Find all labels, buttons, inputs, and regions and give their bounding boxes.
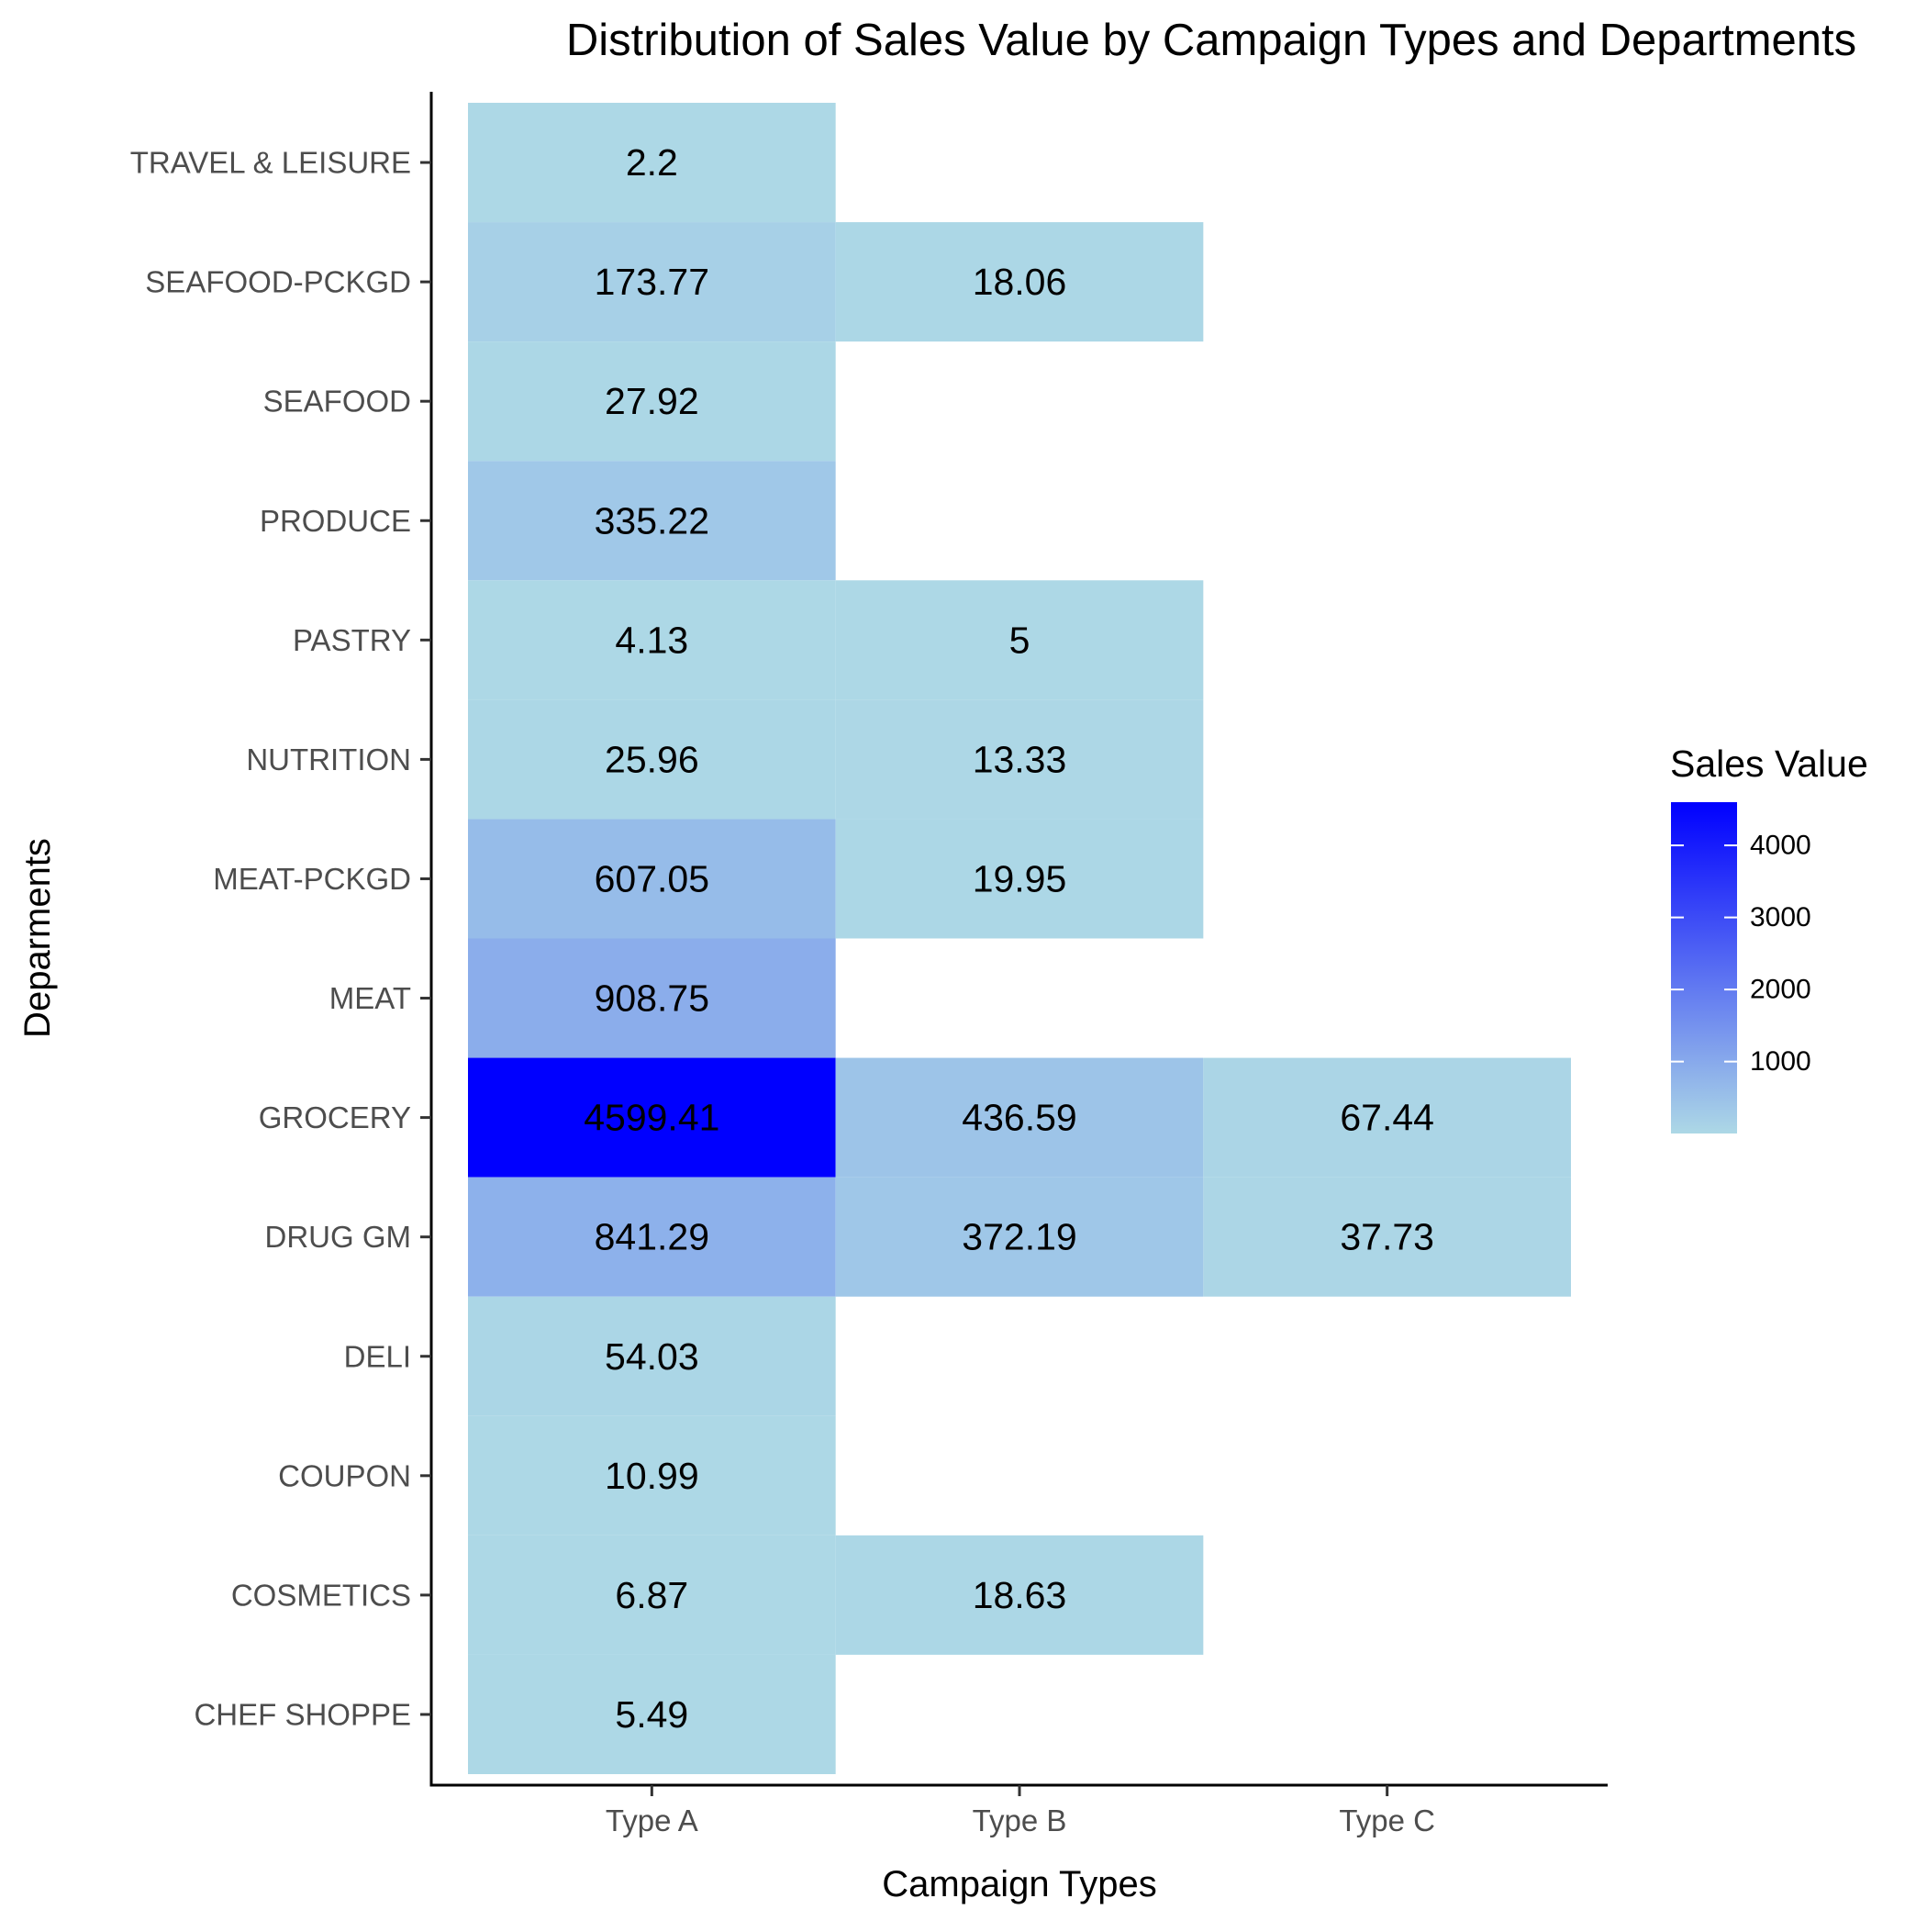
heatmap-cell-type-b-seafood-pckgd [835,222,1204,342]
x-axis-ticks: Type A Type B Type C [606,1785,1435,1837]
cell-value-label: 37.73 [1340,1216,1434,1258]
y-tick-label: GROCERY [259,1100,411,1134]
heatmap-cell-type-a-grocery [468,1057,836,1178]
x-tick-label: Type C [1339,1804,1435,1837]
cell-value-label: 2.2 [626,141,678,184]
cell-value-label: 67.44 [1340,1097,1434,1139]
legend-tick-label: 2000 [1750,975,1811,1005]
cell-value-label: 6.87 [615,1574,688,1616]
cell-value-label: 18.06 [973,261,1067,303]
cell-value-label: 19.95 [973,857,1067,899]
heatmap-cell-type-a-meat [468,938,836,1058]
legend-ticks: 1000 2000 3000 4000 [1671,831,1811,1077]
y-tick-label: PASTRY [293,623,411,657]
cell-value-label: 841.29 [595,1216,709,1258]
cell-value-label: 27.92 [605,380,699,422]
cell-value-label: 4599.41 [584,1097,719,1139]
cell-value-label: 335.22 [595,499,709,542]
heatmap-cell-type-a-nutrition [468,699,836,820]
heatmap-cell-type-b-cosmetics [835,1535,1204,1655]
cell-value-label: 25.96 [605,738,699,780]
heatmap-cell-type-a-seafood [468,341,836,462]
y-tick-label: SEAFOOD-PCKGD [145,265,411,299]
y-tick-label: COSMETICS [231,1578,411,1612]
heatmap-cell-type-a-drug-gm [468,1177,836,1297]
y-tick-label: CHEF SHOPPE [194,1697,411,1731]
cell-value-label: 173.77 [595,261,709,303]
heatmap-cell-type-c-drug-gm [1203,1177,1571,1297]
legend-tick-label: 3000 [1750,902,1811,932]
cell-value-label: 13.33 [973,738,1067,780]
cell-value-label: 18.63 [973,1574,1067,1616]
heatmap-cell-type-a-meat-pckgd [468,819,836,939]
y-tick-label: MEAT [329,981,411,1015]
cell-value-label: 908.75 [595,977,709,1020]
heatmap-cell-type-c-grocery [1203,1057,1571,1178]
cell-value-label: 607.05 [595,857,709,899]
heatmap-cell-type-a-travel-leisure [468,103,836,223]
chart-title: Distribution of Sales Value by Campaign … [566,16,1856,65]
color-legend: Sales Value 1000 2000 3000 4000 [1670,743,1868,1134]
heatmap-cell-type-b-grocery [835,1057,1204,1178]
cell-value-label: 4.13 [615,619,688,661]
heatmap-cell-type-a-produce [468,461,836,581]
y-tick-label: TRAVEL & LEISURE [130,146,411,180]
y-tick-label: COUPON [278,1458,411,1492]
cell-value-label: 5 [1009,619,1030,661]
y-tick-label: DELI [344,1339,411,1373]
y-tick-label: SEAFOOD [263,385,411,419]
y-axis-title: Deparments [17,838,58,1038]
heatmap-cell-type-a-seafood-pckgd [468,222,836,342]
y-tick-label: PRODUCE [260,504,411,538]
x-axis-title: Campaign Types [882,1864,1156,1904]
x-tick-label: Type A [606,1804,698,1837]
legend-color-bar [1671,802,1737,1134]
heatmap-cell-type-b-nutrition [835,699,1204,820]
cell-value-label: 5.49 [615,1693,688,1736]
heatmap-cell-type-a-cosmetics [468,1535,836,1655]
heatmap-cell-type-b-pastry [835,580,1204,700]
heatmap-cell-type-a-chef-shoppe [468,1654,836,1774]
heatmap-cell-type-b-drug-gm [835,1177,1204,1297]
heatmap-cell-type-a-coupon [468,1415,836,1536]
cell-value-label: 10.99 [605,1455,699,1497]
y-axis-ticks: TRAVEL & LEISURE SEAFOOD-PCKGD SEAFOOD PROD… [130,146,431,1731]
cell-value-label: 372.19 [962,1216,1076,1258]
heatmap-cell-type-a-deli [468,1296,836,1416]
heatmap-cell-type-a-pastry [468,580,836,700]
legend-tick-label: 1000 [1750,1046,1811,1077]
x-tick-label: Type B [973,1804,1067,1837]
y-tick-label: NUTRITION [246,743,411,776]
cell-value-label: 54.03 [605,1335,699,1378]
y-tick-label: MEAT-PCKGD [213,862,411,896]
y-tick-label: DRUG GM [265,1220,412,1254]
heatmap-cells: 2.2 173.77 18.06 27.92 335.22 4.13 5 25.96 13.33… [468,103,1571,1774]
cell-value-label: 436.59 [962,1097,1076,1139]
legend-tick-label: 4000 [1750,831,1811,861]
heatmap-cell-type-b-meat-pckgd [835,819,1204,939]
legend-title: Sales Value [1670,743,1868,785]
